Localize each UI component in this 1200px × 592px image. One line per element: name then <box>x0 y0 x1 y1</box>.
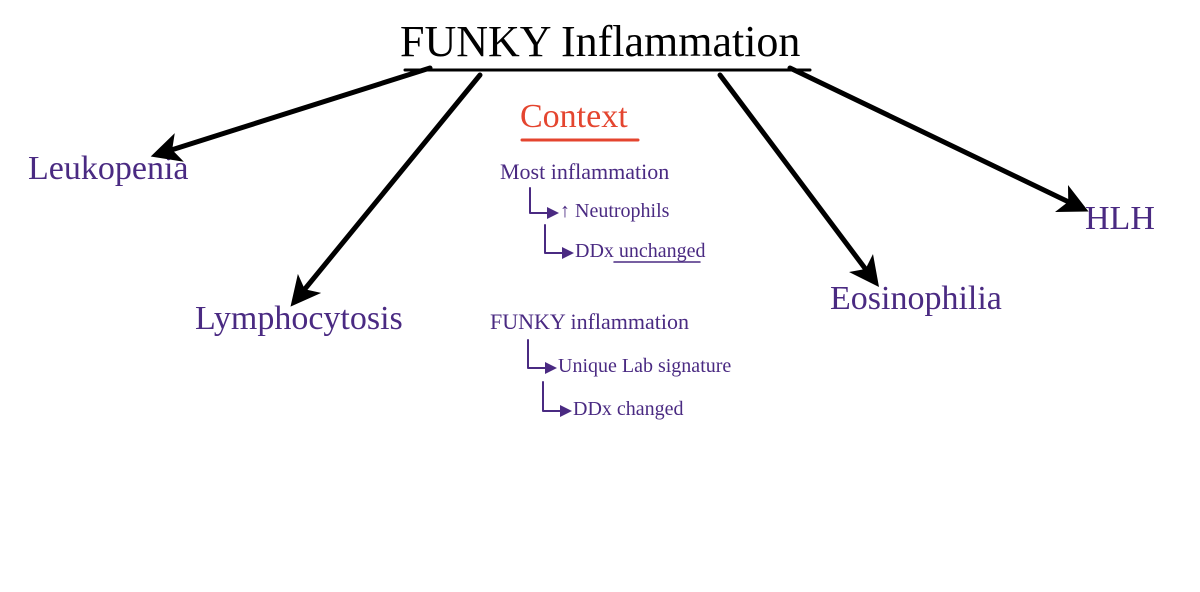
diagram-title: FUNKY Inflammation <box>400 18 800 66</box>
branch-hlh: HLH <box>1085 200 1155 237</box>
context-section2-item-ddx-changed: DDx changed <box>573 398 684 420</box>
context-section1-heading: Most inflammation <box>500 160 669 184</box>
context-section2-item-unique-lab: Unique Lab signature <box>558 355 731 377</box>
context-section2-heading: FUNKY inflammation <box>490 310 689 334</box>
diagram-overlay <box>0 0 1200 592</box>
context-section1-item-neutrophils: ↑ Neutrophils <box>560 200 669 222</box>
context-section1-item-ddx-unchanged: DDx unchanged <box>575 240 706 262</box>
branch-lymphocytosis: Lymphocytosis <box>195 300 403 337</box>
context-heading: Context <box>520 98 628 135</box>
branch-leukopenia: Leukopenia <box>28 150 189 187</box>
diagram-canvas: FUNKY Inflammation Context Leukopenia Ly… <box>0 0 1200 592</box>
branch-eosinophilia: Eosinophilia <box>830 280 1002 317</box>
